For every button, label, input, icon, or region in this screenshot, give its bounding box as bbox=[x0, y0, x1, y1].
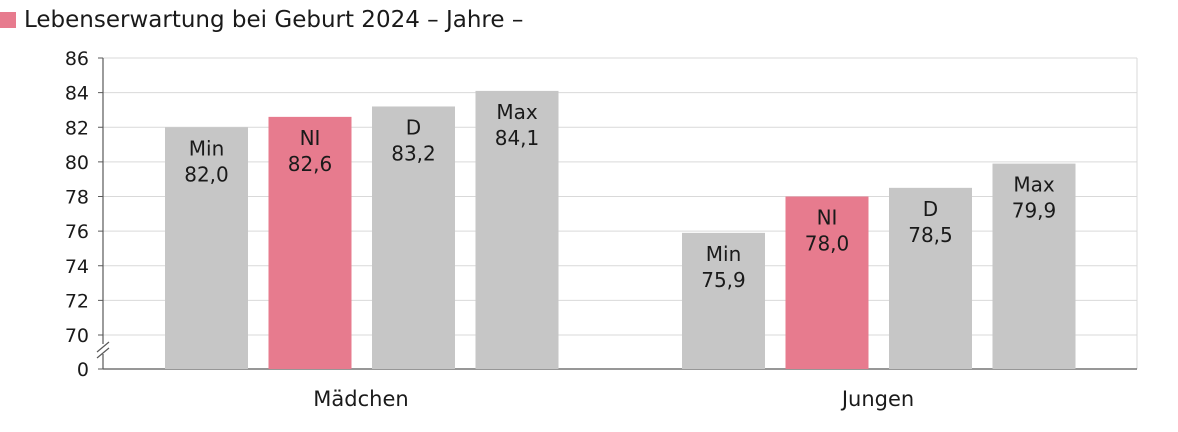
bar-value-label: 84,1 bbox=[495, 126, 540, 150]
bar-maedchen-max bbox=[475, 90, 559, 370]
bar-value-label: 78,0 bbox=[805, 232, 850, 256]
bar-name-label: D bbox=[923, 197, 938, 221]
y-tick-label: 0 bbox=[77, 359, 89, 381]
chart-title: Lebenserwartung bei Geburt 2024 – Jahre … bbox=[24, 7, 524, 33]
axis-break-mark bbox=[96, 341, 110, 353]
y-tick-label: 82 bbox=[65, 117, 89, 139]
y-tick-label: 80 bbox=[65, 152, 89, 174]
bar-name-label: D bbox=[406, 115, 421, 139]
x-category-label: Jungen bbox=[840, 387, 914, 411]
bar-maedchen-d bbox=[372, 106, 455, 369]
y-tick-label: 74 bbox=[65, 256, 89, 278]
bar-value-label: 78,5 bbox=[908, 223, 953, 247]
y-tick-label: 78 bbox=[65, 187, 89, 209]
bar-jungen-ni bbox=[785, 196, 869, 369]
title-marker bbox=[0, 12, 16, 28]
axis-break-mark bbox=[96, 347, 110, 359]
bar-jungen-max bbox=[992, 163, 1076, 369]
axis-break-gap bbox=[98, 344, 108, 354]
bar-name-label: NI bbox=[300, 126, 321, 150]
bar-value-label: 75,9 bbox=[701, 268, 746, 292]
bar-maedchen-min bbox=[165, 127, 248, 369]
y-tick-label: 72 bbox=[65, 290, 89, 312]
bar-value-label: 83,2 bbox=[391, 141, 436, 165]
bar-value-label: 79,9 bbox=[1012, 199, 1057, 223]
bar-name-label: NI bbox=[817, 206, 838, 230]
bar-jungen-min bbox=[682, 232, 765, 369]
chart-title-row: Lebenserwartung bei Geburt 2024 – Jahre … bbox=[0, 4, 523, 36]
y-tick-label: 70 bbox=[65, 325, 89, 347]
bar-maedchen-ni bbox=[268, 116, 352, 369]
y-tick-label: 76 bbox=[65, 221, 89, 243]
y-tick-label: 84 bbox=[65, 83, 89, 105]
x-category-label: Mädchen bbox=[313, 387, 408, 411]
bar-name-label: Min bbox=[189, 136, 225, 160]
bar-value-label: 82,6 bbox=[288, 152, 333, 176]
y-tick-label: 86 bbox=[65, 48, 89, 70]
bar-name-label: Max bbox=[1013, 173, 1055, 197]
bar-name-label: Max bbox=[496, 100, 538, 124]
bar-value-label: 82,0 bbox=[184, 162, 229, 186]
bar-jungen-d bbox=[889, 187, 972, 369]
bar-name-label: Min bbox=[706, 242, 742, 266]
